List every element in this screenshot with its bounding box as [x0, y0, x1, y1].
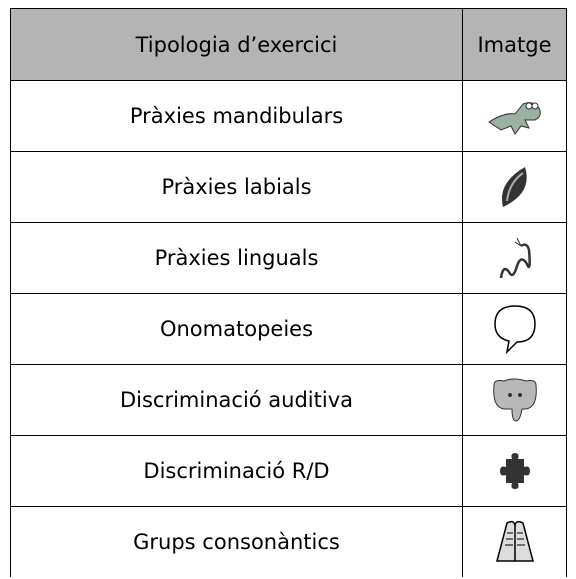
icon-cell: [462, 506, 567, 577]
exercise-table: Tipologia d’exercici Imatge Pràxies mand…: [10, 8, 567, 577]
icon-cell: [462, 364, 567, 436]
icon-lips: [501, 167, 527, 207]
cell: Grups consonàntics: [10, 506, 463, 577]
cell: Discriminació auditiva: [10, 364, 463, 436]
header-row: Tipologia d’exercici Imatge: [10, 8, 567, 81]
icon-cell: [462, 80, 567, 152]
cell: Onomatopeies: [10, 293, 463, 365]
icon-cell: [462, 435, 567, 507]
icon-cell: [462, 293, 567, 365]
icon-elephant: [492, 378, 537, 422]
icon-shoes: [495, 520, 534, 562]
header-cell: Tipologia d’exercici: [10, 8, 463, 81]
row: Discriminació R/D: [10, 435, 567, 507]
row: Grups consonàntics: [10, 506, 567, 577]
cell: Pràxies labials: [10, 151, 463, 223]
cell: Pràxies mandibulars: [10, 80, 463, 152]
icon-cell: [462, 222, 567, 294]
row: Pràxies linguals: [10, 222, 567, 294]
icon-speech-bubble: [493, 305, 536, 355]
row: Pràxies labials: [10, 151, 567, 223]
icon-cell: [462, 151, 567, 223]
header-cell: Imatge: [462, 8, 567, 81]
icon-snake: [499, 237, 531, 279]
icon-crocodile: [487, 102, 541, 135]
cell: Discriminació R/D: [10, 435, 463, 507]
row: Pràxies mandibulars: [10, 80, 567, 152]
row: Onomatopeies: [10, 293, 567, 365]
cell: Pràxies linguals: [10, 222, 463, 294]
row: Discriminació auditiva: [10, 364, 567, 436]
icon-puzzle: [499, 453, 530, 489]
